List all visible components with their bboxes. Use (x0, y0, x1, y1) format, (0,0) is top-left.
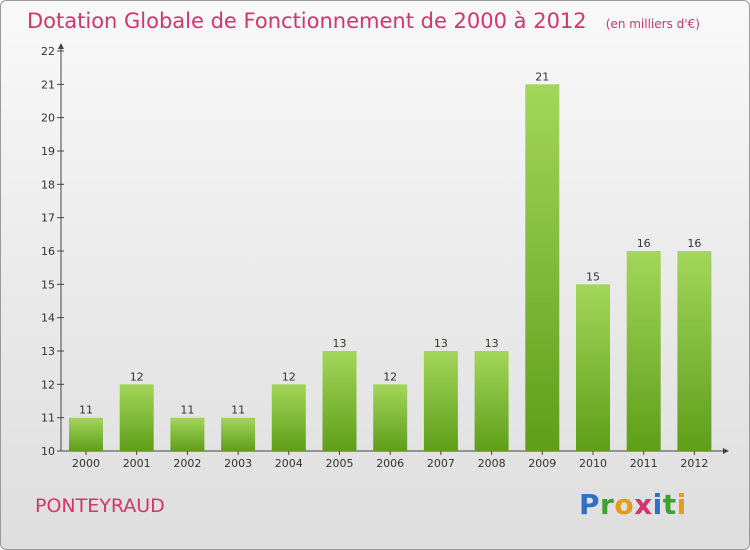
logo-letter: r (600, 488, 615, 521)
bar (373, 384, 408, 451)
bar (322, 351, 357, 451)
logo-letter: i (676, 488, 687, 521)
bar-data-label: 16 (687, 237, 701, 250)
logo-letter: P (579, 488, 601, 521)
y-tick-label: 14 (41, 312, 55, 325)
x-tick-label: 2011 (630, 457, 658, 470)
y-axis-arrow (58, 43, 64, 49)
bar-data-label: 15 (586, 270, 600, 283)
y-tick-label: 10 (41, 445, 55, 458)
x-tick-label: 2001 (123, 457, 151, 470)
chart-unit: (en milliers d'€) (605, 17, 700, 31)
bar (423, 351, 458, 451)
bar (474, 351, 509, 451)
x-tick-label: 2005 (326, 457, 354, 470)
proxiti-logo: Proxiti (579, 488, 687, 521)
bar-data-label: 11 (79, 404, 93, 417)
bar-data-label: 16 (637, 237, 651, 250)
bar-data-label: 12 (383, 370, 397, 383)
logo-letter: i (652, 488, 663, 521)
bar (525, 84, 560, 451)
y-tick-label: 12 (41, 378, 55, 391)
y-tick-label: 19 (41, 145, 55, 158)
bar (69, 417, 103, 451)
bar (170, 417, 205, 451)
y-tick-label: 13 (41, 345, 55, 358)
logo-letter: o (614, 488, 635, 521)
bar (271, 384, 306, 451)
x-tick-label: 2009 (528, 457, 556, 470)
bar-data-label: 11 (231, 404, 245, 417)
x-axis-arrow (723, 448, 729, 454)
x-tick-label: 2008 (478, 457, 506, 470)
bar (576, 284, 610, 451)
y-tick-label: 16 (41, 245, 55, 258)
y-tick-label: 20 (41, 112, 55, 125)
bar (677, 251, 712, 451)
bar (626, 251, 661, 451)
y-tick-label: 11 (41, 412, 55, 425)
bar-data-label: 21 (535, 70, 549, 83)
commune-name: PONTEYRAUD (35, 495, 165, 517)
y-tick-label: 21 (41, 78, 55, 91)
bar-data-label: 12 (282, 370, 296, 383)
y-tick-label: 22 (41, 45, 55, 58)
x-tick-label: 2012 (680, 457, 708, 470)
x-tick-label: 2006 (376, 457, 404, 470)
bar (119, 384, 154, 451)
logo-letter: t (662, 488, 677, 521)
x-tick-label: 2010 (579, 457, 607, 470)
x-tick-label: 2002 (173, 457, 201, 470)
title-row: Dotation Globale de Fonctionnement de 20… (27, 9, 700, 33)
bar-data-label: 12 (130, 370, 144, 383)
x-tick-label: 2003 (224, 457, 252, 470)
bar-data-label: 11 (180, 404, 194, 417)
bar-data-label: 13 (333, 337, 347, 350)
logo-letter: x (634, 488, 653, 521)
chart-title: Dotation Globale de Fonctionnement de 20… (27, 9, 587, 33)
x-tick-label: 2000 (72, 457, 100, 470)
y-tick-label: 15 (41, 278, 55, 291)
bar-data-label: 13 (434, 337, 448, 350)
x-tick-label: 2004 (275, 457, 303, 470)
x-tick-label: 2007 (427, 457, 455, 470)
bar (221, 417, 256, 451)
y-tick-label: 17 (41, 212, 55, 225)
y-tick-label: 18 (41, 178, 55, 191)
bar-data-label: 13 (485, 337, 499, 350)
